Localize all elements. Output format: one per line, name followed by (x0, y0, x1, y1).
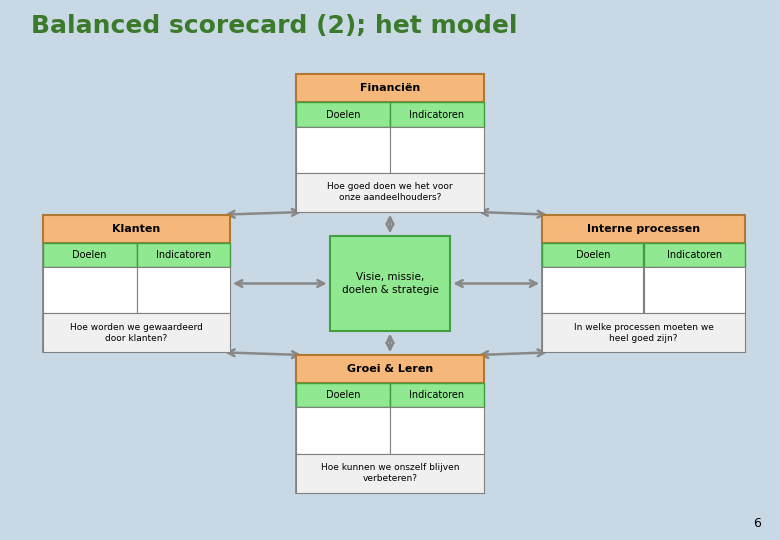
Bar (43, 267, 136, 313)
Bar (296, 355, 484, 383)
Text: 6: 6 (753, 517, 760, 530)
Bar (43, 214, 230, 353)
Text: Groei & Leren: Groei & Leren (347, 364, 433, 374)
Bar (43, 313, 230, 353)
Bar (296, 103, 390, 126)
Bar (43, 243, 136, 267)
Text: Balanced scorecard (2); het model: Balanced scorecard (2); het model (31, 14, 518, 37)
Text: Doelen: Doelen (326, 110, 360, 119)
Bar (390, 383, 484, 407)
Text: Hoe kunnen we onszelf blijven
verbeteren?: Hoe kunnen we onszelf blijven verbeteren… (321, 463, 459, 483)
Text: Indicatoren: Indicatoren (667, 250, 722, 260)
Bar (296, 173, 484, 212)
Bar (296, 383, 390, 407)
Text: Financiën: Financiën (360, 83, 420, 93)
Text: Indicatoren: Indicatoren (156, 250, 211, 260)
Text: Doelen: Doelen (73, 250, 107, 260)
Bar (296, 75, 484, 212)
Bar (542, 267, 643, 313)
Bar (542, 214, 745, 243)
Text: Klanten: Klanten (112, 224, 161, 234)
Text: In welke processen moeten we
heel goed zijn?: In welke processen moeten we heel goed z… (573, 323, 714, 343)
Bar (43, 214, 230, 243)
Bar (136, 243, 230, 267)
Bar (644, 267, 745, 313)
Bar (296, 355, 484, 492)
Bar (644, 243, 745, 267)
Text: Indicatoren: Indicatoren (410, 390, 464, 400)
Text: Doelen: Doelen (326, 390, 360, 400)
Bar (296, 407, 390, 454)
Bar (542, 313, 745, 353)
Bar (296, 126, 390, 173)
Text: Indicatoren: Indicatoren (410, 110, 464, 119)
Bar (542, 214, 745, 353)
Bar (329, 237, 451, 330)
Bar (136, 267, 230, 313)
Text: Doelen: Doelen (576, 250, 610, 260)
Bar (390, 126, 484, 173)
Bar (390, 407, 484, 454)
Text: Visie, missie,
doelen & strategie: Visie, missie, doelen & strategie (342, 272, 438, 295)
Text: Hoe worden we gewaardeerd
door klanten?: Hoe worden we gewaardeerd door klanten? (70, 323, 203, 343)
Bar (296, 74, 484, 103)
Text: Hoe goed doen we het voor
onze aandeelhouders?: Hoe goed doen we het voor onze aandeelho… (327, 183, 453, 202)
Bar (542, 243, 643, 267)
Text: Interne processen: Interne processen (587, 224, 700, 234)
Bar (296, 454, 484, 492)
Bar (390, 103, 484, 126)
